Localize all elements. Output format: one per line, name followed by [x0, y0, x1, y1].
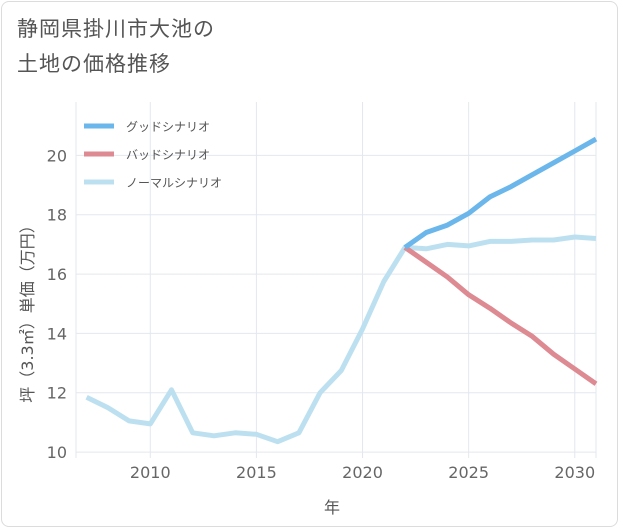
legend-label-normal: ノーマルシナリオ [126, 176, 222, 190]
legend-label-bad: バッドシナリオ [126, 148, 210, 162]
chart-title-line1: 静岡県掛川市大池の [17, 17, 215, 41]
series-line-bad [403, 245, 598, 386]
axes: 2010 2015 2020 2025 2030 10 12 14 16 18 20 [47, 146, 595, 482]
y-tick-label-14: 14 [47, 324, 67, 343]
x-tick-label-2030: 2030 [554, 463, 595, 482]
series-line-normal [85, 234, 597, 445]
x-tick-label-2010: 2010 [130, 463, 171, 482]
grid [75, 102, 597, 458]
y-axis-title: 坪（3.3㎡）単価（万円） [18, 217, 37, 402]
plot-area [76, 102, 596, 458]
series-group [85, 136, 598, 445]
chart-title: 静岡県掛川市大池の 土地の価格推移 [17, 12, 215, 82]
chart-title-line2: 土地の価格推移 [17, 52, 171, 76]
y-tick-label-16: 16 [47, 265, 67, 284]
y-tick-label-12: 12 [47, 384, 67, 403]
x-tick-label-2015: 2015 [236, 463, 277, 482]
y-tick-label-10: 10 [47, 443, 67, 462]
x-tick-label-2020: 2020 [342, 463, 383, 482]
y-tick-label-20: 20 [47, 146, 67, 165]
x-axis-title: 年 [324, 498, 340, 517]
y-tick-label-18: 18 [47, 206, 67, 225]
x-tick-label-2025: 2025 [448, 463, 489, 482]
series-line-good [403, 136, 598, 250]
legend-label-good: グッドシナリオ [126, 120, 210, 134]
